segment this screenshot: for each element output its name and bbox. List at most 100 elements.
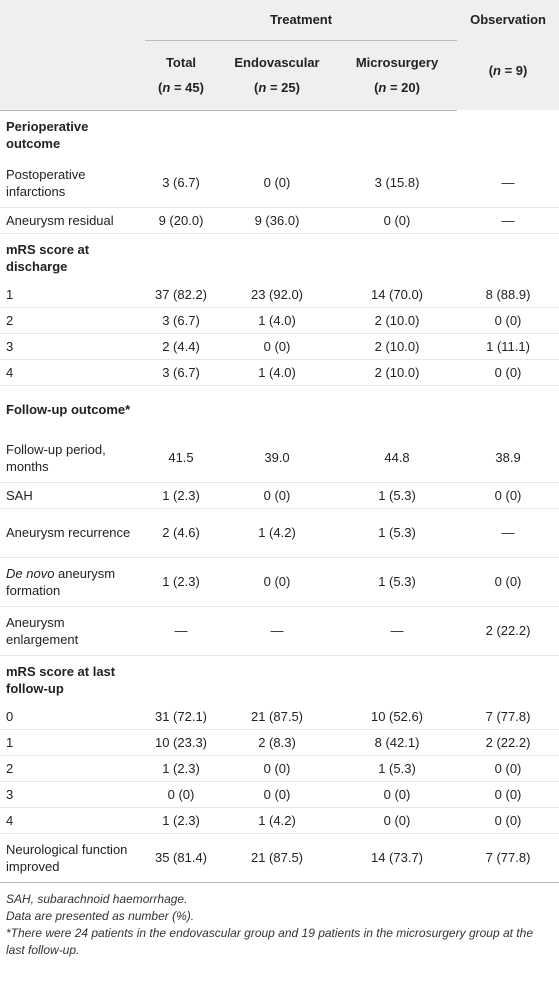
cell: 21 (87.5): [217, 703, 337, 730]
data-row: SAH 1 (2.3) 0 (0) 1 (5.3) 0 (0): [0, 482, 559, 509]
cell: 0 (0): [217, 333, 337, 360]
row-label: 2: [0, 755, 145, 782]
row-label: De novo aneurysm formation: [0, 557, 145, 607]
text-run: n: [258, 80, 267, 95]
cell: 21 (87.5): [217, 833, 337, 883]
section-row: mRS score at last follow-up: [0, 655, 559, 704]
cell: 2 (10.0): [337, 333, 458, 360]
row-label: Neurological function improved: [0, 833, 145, 883]
row-label: SAH: [0, 482, 145, 509]
cell: 8 (88.9): [457, 281, 559, 308]
section-title: Perioperative outcome: [6, 118, 89, 151]
row-label: 3: [0, 781, 145, 808]
data-row: Aneurysm recurrence 2 (4.6) 1 (4.2) 1 (5.3)…: [0, 508, 559, 558]
text-run: De novo: [6, 565, 55, 581]
footnote: Data are presented as number (%).: [6, 908, 195, 923]
cell: 3 (6.7): [145, 307, 217, 334]
cell: 7 (77.8): [457, 703, 559, 730]
text-run: = 20): [386, 80, 420, 95]
section-row: Perioperative outcome: [0, 110, 559, 159]
cell: 3 (6.7): [145, 359, 217, 386]
cell: 0 (0): [457, 359, 559, 386]
column-header: Endovascular (n = 25): [217, 40, 337, 111]
data-row: 1 37 (82.2) 23 (92.0) 14 (70.0) 8 (88.9): [0, 281, 559, 308]
cell: 1 (11.1): [457, 333, 559, 360]
cell: 0 (0): [457, 557, 559, 607]
row-label: 2: [0, 307, 145, 334]
section-title: Follow-up outcome*: [6, 402, 131, 417]
cell: 2 (8.3): [217, 729, 337, 756]
text-run: (: [374, 80, 379, 95]
row-label: Aneurysm residual: [0, 207, 145, 234]
text-run: n: [493, 63, 501, 78]
column-header: Microsurgery (n = 20): [337, 40, 458, 111]
data-row: Aneurysm residual 9 (20.0) 9 (36.0) 0 (0) —: [0, 207, 559, 234]
footnotes: SAH, subarachnoid haemorrhage. Data are p…: [0, 883, 559, 967]
data-row: De novo aneurysm formation 1 (2.3) 0 (0) 1 …: [0, 557, 559, 607]
text-run: (: [158, 80, 163, 95]
cell: 0 (0): [457, 807, 559, 834]
row-label: 1: [0, 281, 145, 308]
text-run: n: [378, 80, 387, 95]
cell: 7 (77.8): [457, 833, 559, 883]
text-run: = 45): [170, 80, 204, 95]
cell: 1 (5.3): [337, 482, 458, 509]
column-n: (n = 45): [151, 79, 211, 96]
cell: 41.5: [145, 433, 217, 483]
text-run: = 9): [500, 63, 528, 78]
header-row: Treatment Observation (n = 9): [0, 0, 559, 110]
cell: 0 (0): [457, 781, 559, 808]
column-n: (n = 9): [463, 62, 553, 79]
column-name: Total: [165, 55, 197, 70]
cell: 0 (0): [217, 781, 337, 808]
cell: 3 (15.8): [337, 158, 458, 208]
column-name: Observation: [470, 12, 546, 27]
cell: 1 (2.3): [145, 807, 217, 834]
cell: 14 (73.7): [337, 833, 458, 883]
results-table: Treatment Observation (n = 9) Total (n = 45)…: [0, 0, 559, 883]
data-row: Postoperative infarctions 3 (6.7) 0 (0) 3 (…: [0, 158, 559, 208]
group-header: Treatment: [145, 0, 458, 41]
cell: 0 (0): [337, 207, 458, 234]
row-label: Postoperative infarctions: [0, 158, 145, 208]
cell: 1 (5.3): [337, 755, 458, 782]
cell: 0 (0): [457, 755, 559, 782]
row-label: Follow-up period, months: [0, 433, 145, 483]
cell: 1 (5.3): [337, 508, 458, 558]
row-label: 4: [0, 807, 145, 834]
cell: 0 (0): [217, 158, 337, 208]
section-row: mRS score at discharge: [0, 233, 559, 282]
row-label: Aneurysm enlargement: [0, 606, 145, 656]
cell: 10 (52.6): [337, 703, 458, 730]
cell: —: [145, 606, 217, 656]
column-name: Microsurgery: [355, 55, 439, 70]
cell: 39.0: [217, 433, 337, 483]
header-row: Total (n = 45) Endovascular (n = 25) Microsu…: [0, 40, 559, 111]
row-label: 0: [0, 703, 145, 730]
cell: 2 (4.4): [145, 333, 217, 360]
data-row: 0 31 (72.1) 21 (87.5) 10 (52.6) 7 (77.8): [0, 703, 559, 730]
cell: 1 (2.3): [145, 482, 217, 509]
section-title: mRS score at last follow-up: [6, 663, 116, 696]
cell: 1 (5.3): [337, 557, 458, 607]
text-run: (: [254, 80, 259, 95]
cell: 3 (6.7): [145, 158, 217, 208]
data-row: 1 10 (23.3) 2 (8.3) 8 (42.1) 2 (22.2): [0, 729, 559, 756]
cell: 10 (23.3): [145, 729, 217, 756]
data-row: Follow-up period, months 41.5 39.0 44.8 38.9: [0, 433, 559, 483]
cell: —: [457, 508, 559, 558]
cell: 8 (42.1): [337, 729, 458, 756]
text-run: = 25): [266, 80, 300, 95]
cell: —: [217, 606, 337, 656]
cell: 31 (72.1): [145, 703, 217, 730]
cell: —: [457, 207, 559, 234]
text-run: (: [488, 63, 494, 78]
cell: 14 (70.0): [337, 281, 458, 308]
cell: 35 (81.4): [145, 833, 217, 883]
cell: 1 (2.3): [145, 755, 217, 782]
section-title: mRS score at discharge: [6, 241, 90, 274]
